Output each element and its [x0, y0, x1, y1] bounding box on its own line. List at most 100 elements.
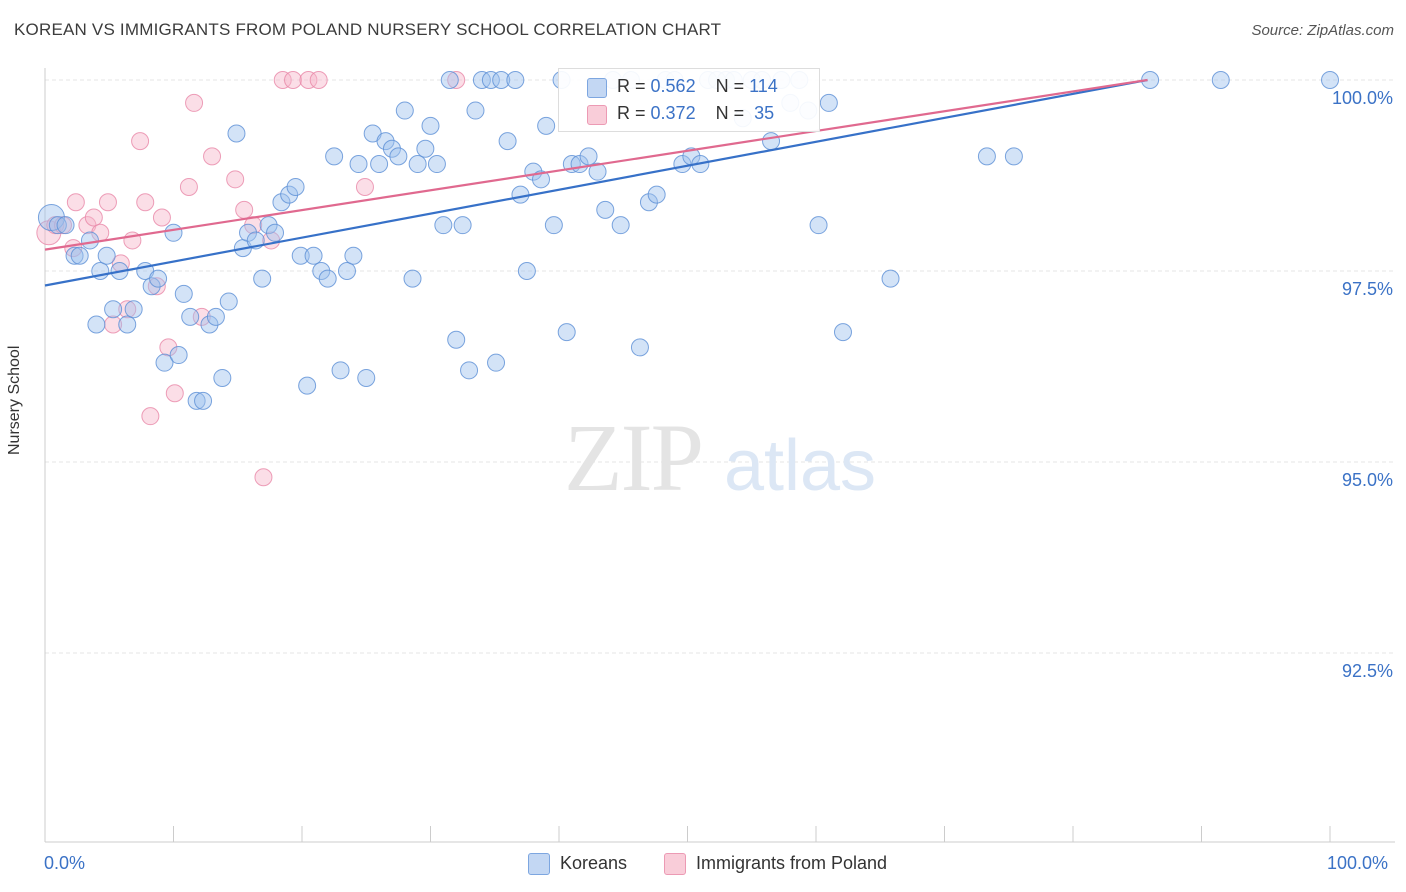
poland-legend-swatch: [664, 853, 686, 875]
koreans-trend-line: [44, 78, 1148, 287]
koreans-point: [194, 391, 213, 410]
koreans-point: [421, 116, 440, 135]
n-value: 114: [749, 76, 778, 96]
poland-swatch: [587, 105, 607, 125]
koreans-point: [87, 315, 106, 334]
watermark-zip: ZIP: [564, 404, 702, 511]
koreans-point: [97, 246, 116, 265]
source-label: Source: ZipAtlas.com: [1251, 22, 1394, 39]
koreans-point: [511, 185, 530, 204]
poland-point: [299, 71, 318, 89]
koreans-point: [291, 246, 310, 265]
koreans-point: [427, 155, 446, 174]
koreans-point: [1321, 71, 1339, 89]
koreans-point: [833, 323, 852, 342]
x-tick-label-min: 0.0%: [44, 853, 86, 873]
poland-point: [355, 177, 374, 196]
poland-point: [131, 132, 150, 151]
koreans-point: [487, 353, 506, 372]
koreans-point: [376, 132, 395, 151]
koreans-point: [579, 147, 598, 166]
poland-stats: R = 0.372 N = 35: [617, 103, 774, 124]
koreans-point: [611, 216, 630, 235]
koreans-point: [466, 101, 485, 120]
koreans-point: [70, 246, 89, 265]
y-tick-label: 100.0%: [1332, 88, 1393, 108]
koreans-point: [544, 216, 563, 235]
koreans-point: [440, 71, 459, 89]
koreans-point: [272, 193, 291, 212]
koreans-point: [416, 139, 435, 158]
koreans-point: [200, 315, 219, 334]
koreans-point: [312, 262, 331, 280]
koreans-point: [1004, 147, 1023, 166]
koreans-point: [48, 216, 67, 235]
koreans-point: [280, 185, 299, 204]
koreans-point: [434, 216, 453, 235]
koreans-point: [647, 185, 666, 204]
koreans-point: [164, 223, 183, 242]
koreans-point: [344, 246, 363, 265]
koreans-legend-label: Koreans: [560, 853, 628, 873]
n-label: N =: [715, 103, 745, 123]
koreans-point: [187, 391, 206, 410]
koreans-point: [557, 323, 576, 342]
koreans-point: [181, 307, 200, 326]
grid-lines: [45, 79, 1395, 654]
poland-point: [147, 277, 166, 296]
koreans-stats: R = 0.562 N = 114: [617, 76, 778, 97]
poland-point: [179, 177, 198, 196]
koreans-point: [447, 330, 466, 349]
koreans-point: [213, 368, 232, 387]
poland-point: [118, 300, 137, 319]
koreans-point: [762, 132, 781, 151]
koreans-point: [286, 177, 305, 196]
koreans-point: [596, 200, 615, 219]
koreans-point: [155, 353, 174, 372]
watermark-atlas: atlas: [724, 426, 876, 506]
series-koreans-points: [37, 71, 1339, 410]
poland-point: [159, 338, 178, 357]
koreans-point: [357, 368, 376, 387]
koreans-legend-swatch: [528, 853, 550, 875]
poland-point: [447, 71, 466, 89]
koreans-point: [403, 269, 422, 288]
koreans-point: [639, 193, 658, 212]
r-value: 0.562: [650, 76, 696, 96]
koreans-point: [174, 284, 193, 303]
poland-point: [254, 468, 273, 487]
trend-lines: [44, 78, 1148, 287]
koreans-point: [227, 124, 246, 143]
poland-point: [66, 193, 85, 212]
koreans-point: [588, 162, 607, 181]
poland-point: [185, 93, 204, 112]
y-tick-label: 92.5%: [1342, 661, 1393, 681]
koreans-point: [337, 262, 356, 280]
koreans-point: [219, 292, 238, 311]
y-tick-labels: 100.0% 97.5% 95.0% 92.5%: [1332, 88, 1393, 681]
koreans-point: [325, 147, 344, 166]
koreans-swatch: [587, 78, 607, 98]
koreans-point: [124, 300, 143, 319]
koreans-point: [819, 93, 838, 112]
r-label: R =: [617, 103, 646, 123]
koreans-point: [349, 155, 368, 174]
koreans-point: [304, 246, 323, 265]
n-label: N =: [715, 76, 745, 96]
koreans-point: [149, 269, 168, 288]
chart-title: KOREAN VS IMMIGRANTS FROM POLAND NURSERY…: [14, 20, 722, 39]
koreans-point: [253, 269, 272, 288]
poland-point: [273, 71, 292, 89]
poland-point: [203, 147, 222, 166]
poland-point: [309, 71, 328, 89]
koreans-point: [1211, 71, 1230, 89]
koreans-point: [408, 155, 427, 174]
poland-point: [84, 208, 103, 227]
koreans-point: [498, 132, 517, 151]
poland-point: [141, 407, 160, 426]
koreans-point: [809, 216, 828, 235]
koreans-point: [481, 71, 500, 89]
poland-point: [98, 193, 117, 212]
koreans-point: [382, 139, 401, 158]
koreans-point: [65, 246, 84, 265]
